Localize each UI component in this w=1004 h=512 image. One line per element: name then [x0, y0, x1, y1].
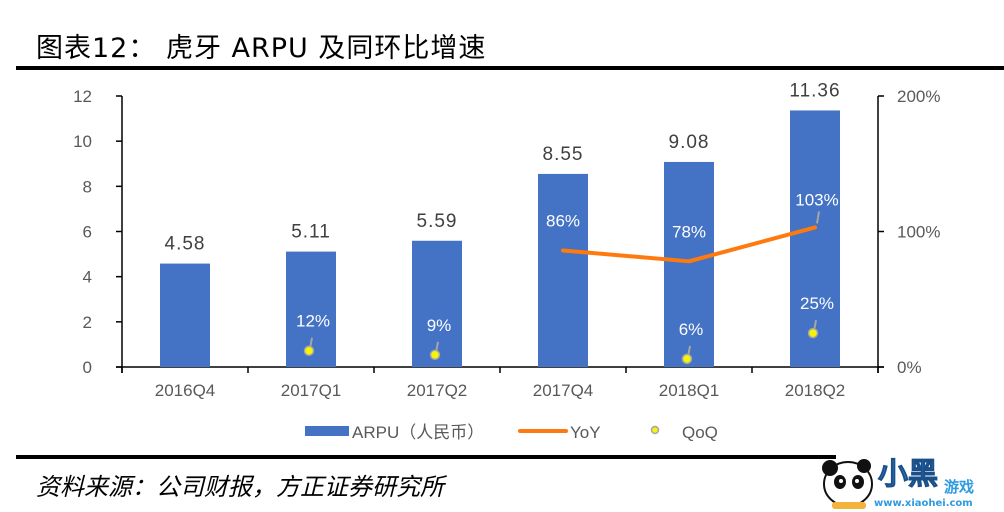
legend-swatch-arpu: [305, 426, 349, 436]
chart-title: 图表12： 虎牙 ARPU 及同环比增速: [36, 33, 487, 64]
x-axis-tick-label: 2017Q1: [281, 381, 342, 400]
yoy-data-label: 78%: [672, 222, 706, 241]
bar-arpu: [664, 161, 714, 367]
qoq-data-label: 25%: [800, 294, 834, 313]
left-axis-tick-label: 6: [83, 223, 92, 242]
right-axis-tick-label: 0%: [897, 358, 922, 377]
watermark-sub: 游戏: [944, 478, 974, 496]
left-axis-tick-label: 0: [83, 358, 92, 377]
left-axis-tick-label: 2: [83, 313, 92, 332]
qoq-point: [429, 349, 441, 361]
top-rule: [16, 66, 1004, 70]
bars: 4.58 5.11 5.59 8.55 9.08 11.36: [160, 80, 840, 367]
chart: 0 2 4 6 8 10 12 0% 100% 200% 2016Q4 2017Q1 2017Q2 201…: [73, 80, 940, 442]
bar-data-label: 4.58: [165, 234, 206, 255]
panda-icon: [822, 459, 873, 509]
right-axis-tick-label: 200%: [897, 87, 940, 106]
bar-data-label: 9.08: [669, 132, 710, 153]
x-axis-tick-label: 2018Q1: [659, 381, 720, 400]
qoq-data-label: 6%: [679, 320, 704, 339]
watermark-url: www.xiaohei.com: [874, 498, 973, 509]
yoy-series: 86% 78% 103%: [546, 190, 839, 264]
left-axis-tick-label: 4: [83, 268, 92, 287]
qoq-data-label: 12%: [296, 312, 330, 331]
axes: 0 2 4 6 8 10 12 0% 100% 200% 2016Q4 2017Q1 2017Q2 201…: [73, 87, 940, 400]
legend-label-yoy: YoY: [570, 423, 601, 442]
bar-arpu: [160, 263, 210, 367]
source-note: 资料来源：公司财报，方正证券研究所: [36, 473, 444, 501]
left-axis-tick-label: 12: [73, 87, 92, 106]
legend-label-arpu: ARPU（人民币）: [352, 423, 484, 442]
watermark-main: 小黑: [878, 457, 938, 492]
x-axis-tick-label: 2018Q2: [785, 381, 846, 400]
left-axis-tick-label: 10: [73, 132, 92, 151]
legend-label-qoq: QoQ: [682, 423, 718, 442]
watermark-logo: 小黑 游戏 www.xiaohei.com: [822, 457, 974, 509]
legend: ARPU（人民币） YoY QoQ: [305, 423, 718, 442]
bar-data-label: 11.36: [789, 80, 840, 101]
bar-data-label: 5.59: [417, 211, 458, 232]
x-axis-tick-label: 2017Q4: [533, 381, 594, 400]
bar-arpu: [538, 173, 588, 367]
qoq-point: [303, 345, 315, 356]
x-axis-tick-label: 2017Q2: [407, 381, 468, 400]
yoy-data-label: 86%: [546, 211, 580, 230]
right-axis-tick-label: 100%: [897, 223, 940, 242]
qoq-series: 12% 9% 6% 25%: [296, 294, 834, 365]
bar-data-label: 8.55: [543, 144, 584, 165]
bottom-rule: [16, 455, 836, 459]
left-axis-tick-label: 8: [83, 177, 92, 196]
legend-swatch-qoq: [650, 425, 660, 435]
yoy-data-label: 103%: [795, 190, 838, 209]
qoq-point: [681, 353, 693, 365]
bar-data-label: 5.11: [291, 222, 331, 243]
qoq-point: [807, 327, 819, 339]
x-axis-tick-label: 2016Q4: [155, 381, 216, 400]
yoy-leader-line: [816, 211, 820, 224]
qoq-data-label: 9%: [427, 316, 452, 335]
